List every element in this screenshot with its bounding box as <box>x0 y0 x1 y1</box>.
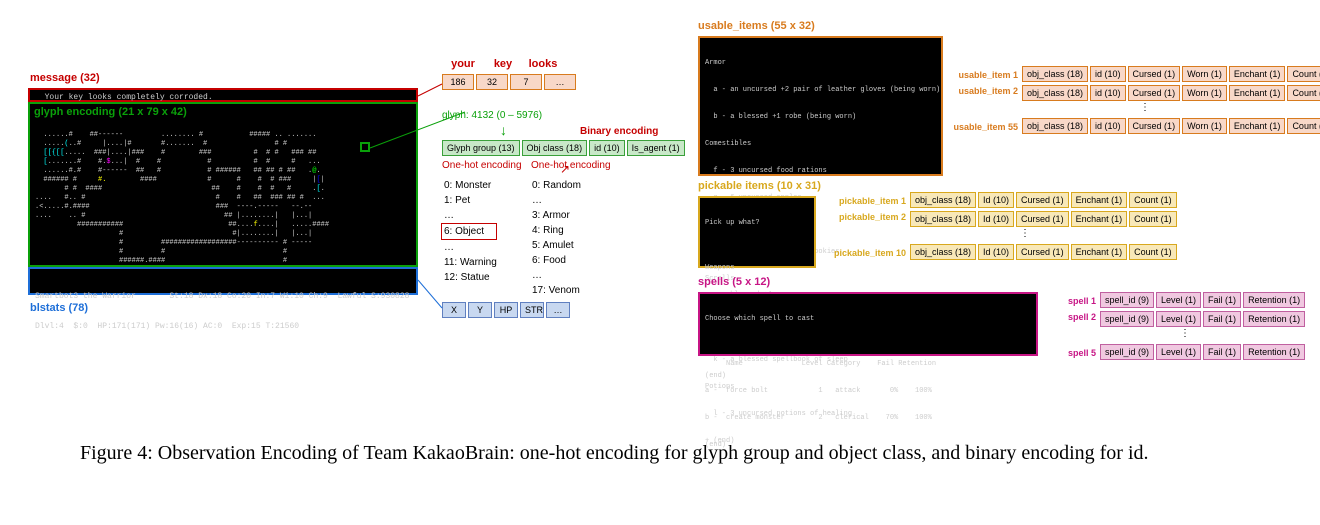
figure-diagram: message (32) Your key looks completely c… <box>10 10 1310 410</box>
glyph-screen: ......# ##------ ........ # ##### .. ...… <box>28 102 418 267</box>
onehot-label-2: One-hot encoding <box>531 160 611 171</box>
group-item: … <box>444 208 497 223</box>
pickable-row: obj_class (18) Id (10) Cursed (1) Enchan… <box>910 211 1177 227</box>
group-item: 1: Pet <box>444 193 497 208</box>
blstats-cell: X <box>442 302 466 318</box>
blstats-cell: Y <box>468 302 492 318</box>
pickable-row-label-2: pickable_item 2 <box>828 212 906 222</box>
group-item: … <box>444 240 497 255</box>
binary-cell-objclass: Obj class (18) <box>522 140 588 156</box>
usable-row-label-1: usable_item 1 <box>950 70 1018 80</box>
blstats-screen: Smartbot3 the Warrior St:18 Dx:18 Co:20 … <box>28 267 418 295</box>
spell-rows-top: spell_id (9) Level (1) Fail (1) Retentio… <box>1100 292 1305 330</box>
class-item: … <box>532 193 581 208</box>
pickable-row-label-10: pickable_item 10 <box>828 248 906 258</box>
group-item: 12: Statue <box>444 270 497 285</box>
status-line-1: Smartbot3 the Warrior St:18 Dx:18 Co:20 … <box>35 292 411 302</box>
class-item: 6: Food <box>532 253 581 268</box>
spells-screen: Choose which spell to cast Name Level Ca… <box>698 292 1038 356</box>
vec-val-1: 186 <box>442 74 474 90</box>
group-item: 11: Warning <box>444 255 497 270</box>
usable-vdots: ⋮ <box>1140 102 1153 113</box>
pickable-row: obj_class (18) Id (10) Cursed (1) Enchan… <box>910 192 1177 208</box>
class-item: … <box>532 268 581 283</box>
message-line: Your key looks completely corroded. <box>28 88 418 102</box>
class-item: 4: Ring <box>532 223 581 238</box>
glyph-label: glyph encoding (21 x 79 x 42) <box>34 106 187 118</box>
pickable-title: pickable items (10 x 31) <box>698 180 821 192</box>
class-item: 17: Venom <box>532 283 581 298</box>
binary-encoding-label: Binary encoding <box>580 126 658 137</box>
spell-row: spell_id (9) Level (1) Fail (1) Retentio… <box>1100 311 1305 327</box>
spells-title: spells (5 x 12) <box>698 276 770 288</box>
class-item: 5: Amulet <box>532 238 581 253</box>
caption-prefix: Figure 4: <box>80 442 158 464</box>
usable-row-label-2: usable_item 2 <box>950 86 1018 96</box>
blstats-label: blstats (78) <box>30 302 88 314</box>
class-item: 0: Random <box>532 178 581 193</box>
pickable-screen: Pick up what? Weapons a - a blessed +1 m… <box>698 196 816 268</box>
usable-row: obj_class (18) id (10) Cursed (1) Worn (… <box>1022 118 1320 134</box>
message-label: message (32) <box>30 72 100 84</box>
usable-row: obj_class (18) id (10) Cursed (1) Worn (… <box>1022 85 1320 101</box>
spell-vdots: ⋮ <box>1180 328 1193 339</box>
blstats-cell: STR <box>520 302 544 318</box>
spell-row: spell_id (9) Level (1) Fail (1) Retentio… <box>1100 344 1305 360</box>
obj-class-list: 0: Random … 3: Armor 4: Ring 5: Amulet 6… <box>532 178 581 298</box>
binary-cells: Glyph group (13) Obj class (18) id (10) … <box>442 140 685 156</box>
arrow-down-icon: ↓ <box>500 122 507 138</box>
vec-word-1: your <box>448 58 478 70</box>
class-item: 3: Armor <box>532 208 581 223</box>
glyph-value-label: glyph: 4132 (0 – 5976) <box>442 110 542 121</box>
spell-row-label-1: spell 1 <box>1056 296 1096 306</box>
usable-title: usable_items (55 x 32) <box>698 20 815 32</box>
glyph-group-list: 0: Monster 1: Pet … 6: Object … 11: Warn… <box>444 178 497 285</box>
usable-rows-top: obj_class (18) id (10) Cursed (1) Worn (… <box>1022 66 1320 104</box>
usable-row: obj_class (18) id (10) Cursed (1) Worn (… <box>1022 66 1320 82</box>
onehot-label-1: One-hot encoding <box>442 160 522 171</box>
spell-row-label-5: spell 5 <box>1056 348 1096 358</box>
vec-val-4: … <box>544 74 576 90</box>
figure-caption: Figure 4: Observation Encoding of Team K… <box>80 440 1200 467</box>
usable-rows-bottom: obj_class (18) id (10) Cursed (1) Worn (… <box>1022 118 1320 137</box>
spell-rows-bottom: spell_id (9) Level (1) Fail (1) Retentio… <box>1100 344 1305 363</box>
pickable-row: obj_class (18) Id (10) Cursed (1) Enchan… <box>910 244 1177 260</box>
vec-word-labels: your key looks <box>448 58 558 70</box>
pickable-vdots: ⋮ <box>1020 228 1033 239</box>
usable-row-label-55: usable_item 55 <box>950 122 1018 132</box>
spell-row: spell_id (9) Level (1) Fail (1) Retentio… <box>1100 292 1305 308</box>
group-item-highlight: 6: Object <box>441 223 497 240</box>
group-item: 0: Monster <box>444 178 497 193</box>
glyph-highlight <box>360 142 370 152</box>
status-line-2: Dlvl:4 $:0 HP:171(171) Pw:16(16) AC:0 Ex… <box>35 322 411 332</box>
usable-screen: Armor a - an uncursed +2 pair of leather… <box>698 36 943 176</box>
vec-word-2: key <box>488 58 518 70</box>
pickable-rows-top: obj_class (18) Id (10) Cursed (1) Enchan… <box>910 192 1177 230</box>
blstats-cells: X Y HP STR … <box>442 302 570 318</box>
vec-word-values: 186 32 7 … <box>442 74 576 90</box>
caption-body: Observation Encoding of Team KakaoBrain:… <box>158 442 1149 464</box>
spell-row-label-2: spell 2 <box>1056 312 1096 322</box>
pickable-rows-bottom: obj_class (18) Id (10) Cursed (1) Enchan… <box>910 244 1177 263</box>
blstats-cell: … <box>546 302 570 318</box>
binary-cell-glyphgroup: Glyph group (13) <box>442 140 520 156</box>
vec-word-3: looks <box>528 58 558 70</box>
binary-cell-id: id (10) <box>589 140 625 156</box>
pickable-row-label-1: pickable_item 1 <box>828 196 906 206</box>
vec-val-2: 32 <box>476 74 508 90</box>
binary-cell-isagent: Is_agent (1) <box>627 140 685 156</box>
blstats-cell: HP <box>494 302 518 318</box>
onehot-arrow-icon: ↗ <box>560 162 570 176</box>
vec-val-3: 7 <box>510 74 542 90</box>
